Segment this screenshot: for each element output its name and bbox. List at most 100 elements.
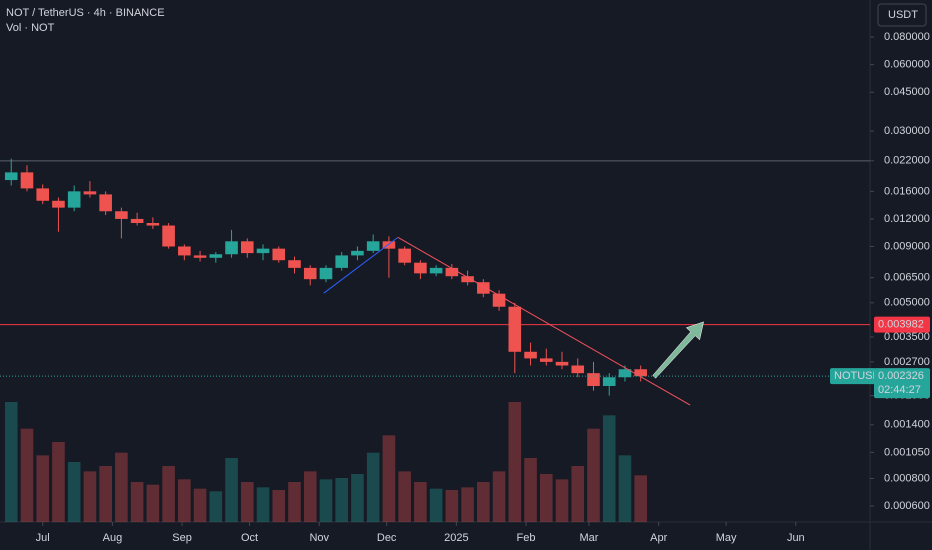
candle-body bbox=[319, 267, 333, 280]
candle-body bbox=[36, 188, 50, 201]
y-tick-label: 0.006500 bbox=[884, 272, 930, 284]
candle-body bbox=[445, 267, 459, 277]
y-tick-label: 0.045000 bbox=[884, 86, 930, 98]
candle-body bbox=[587, 373, 600, 386]
candle-body bbox=[67, 191, 81, 208]
volume-bar bbox=[115, 452, 128, 522]
volume-bar bbox=[398, 471, 411, 522]
candle-body bbox=[303, 267, 317, 280]
currency-label[interactable]: USDT bbox=[888, 9, 918, 21]
volume-bar bbox=[351, 474, 364, 522]
y-tick-label: 0.001400 bbox=[884, 419, 930, 431]
candle-body bbox=[351, 250, 364, 256]
candle-body bbox=[130, 218, 144, 223]
candle-body bbox=[602, 377, 616, 386]
volume-bar bbox=[382, 435, 396, 522]
volume-bar bbox=[288, 482, 301, 522]
x-tick-label: Mar bbox=[580, 532, 599, 544]
volume-bar bbox=[587, 428, 600, 522]
candle-body bbox=[555, 361, 569, 366]
volume-bar bbox=[130, 482, 144, 522]
volume-bar bbox=[4, 402, 18, 522]
candle-body bbox=[414, 262, 427, 274]
volume-bar bbox=[272, 490, 286, 522]
symbol-box bbox=[830, 368, 876, 385]
x-tick-label: May bbox=[716, 532, 737, 544]
volume-bar bbox=[225, 458, 238, 522]
y-tick-label: 0.009000 bbox=[884, 240, 930, 252]
y-tick-label: 0.012000 bbox=[884, 213, 930, 225]
volume-bar bbox=[240, 482, 254, 522]
volume-bar bbox=[634, 475, 647, 522]
volume-bar bbox=[162, 466, 175, 522]
x-tick-label: Feb bbox=[517, 532, 536, 544]
y-tick-label: 0.000600 bbox=[884, 500, 930, 512]
candle-body bbox=[225, 241, 238, 255]
x-tick-label: Jul bbox=[36, 532, 50, 544]
trendline bbox=[397, 236, 691, 406]
volume-bar bbox=[461, 487, 474, 522]
y-tick-label: 0.003500 bbox=[884, 331, 930, 343]
x-tick-label: Apr bbox=[650, 532, 667, 544]
chart-subtitle: Vol · NOT bbox=[6, 22, 55, 34]
chart-title: NOT / TetherUS · 4h · BINANCE bbox=[6, 7, 165, 19]
candle-body bbox=[477, 282, 490, 294]
candle-body bbox=[52, 200, 65, 208]
volume-bar bbox=[256, 487, 270, 522]
volume-bar bbox=[193, 488, 207, 522]
candle-body bbox=[429, 267, 443, 274]
volume-bar bbox=[618, 455, 632, 522]
candle-body bbox=[634, 369, 647, 377]
price-box bbox=[874, 368, 930, 399]
volume-bar bbox=[20, 428, 34, 522]
candle-body bbox=[256, 248, 270, 254]
volume-bar bbox=[83, 471, 97, 522]
candle-body bbox=[524, 351, 537, 359]
y-tick-label: 0.080000 bbox=[884, 31, 930, 43]
volume-bar bbox=[414, 482, 427, 522]
candle-body bbox=[162, 225, 175, 247]
x-tick-label: Dec bbox=[377, 532, 397, 544]
y-tick-label: 0.022000 bbox=[884, 155, 930, 167]
volume-bar bbox=[209, 491, 223, 522]
candle-body bbox=[4, 172, 18, 181]
candle-body bbox=[366, 241, 380, 251]
candle-body bbox=[178, 246, 191, 256]
volume-bar bbox=[67, 462, 81, 522]
arrow bbox=[652, 321, 704, 379]
candle-body bbox=[146, 222, 160, 226]
x-tick-label: Nov bbox=[309, 532, 329, 544]
x-tick-label: Sep bbox=[172, 532, 192, 544]
level-label: 0.003982 bbox=[878, 319, 924, 331]
candle-body bbox=[209, 254, 223, 258]
y-tick-label: 0.016000 bbox=[884, 185, 930, 197]
candle-body bbox=[382, 241, 396, 249]
volume-bar bbox=[303, 471, 317, 522]
volume-bar bbox=[602, 415, 616, 522]
candle-body bbox=[288, 260, 301, 268]
y-tick-label: 0.005000 bbox=[884, 297, 930, 309]
candle-body bbox=[571, 365, 585, 374]
y-tick-label: 0.000800 bbox=[884, 472, 930, 484]
volume-bar bbox=[146, 484, 160, 522]
trendline bbox=[323, 236, 399, 294]
candle-body bbox=[272, 248, 286, 261]
last-price-label: 0.002326 bbox=[878, 370, 924, 382]
x-tick-label: 2025 bbox=[444, 532, 468, 544]
currency-button[interactable] bbox=[877, 3, 927, 27]
level-label-box bbox=[874, 316, 930, 333]
x-tick-label: Jun bbox=[787, 532, 805, 544]
candle-body bbox=[99, 194, 112, 212]
volume-bar bbox=[571, 466, 585, 522]
candle-body bbox=[618, 369, 632, 378]
volume-bar bbox=[366, 452, 380, 522]
volume-bar bbox=[99, 466, 112, 522]
candle-body bbox=[240, 241, 254, 254]
volume-bar bbox=[508, 402, 522, 522]
y-tick-label: 0.030000 bbox=[884, 125, 930, 137]
volume-bar bbox=[492, 471, 506, 522]
volume-bar bbox=[539, 474, 553, 522]
volume-bar bbox=[524, 458, 537, 522]
candle-body bbox=[193, 255, 207, 258]
